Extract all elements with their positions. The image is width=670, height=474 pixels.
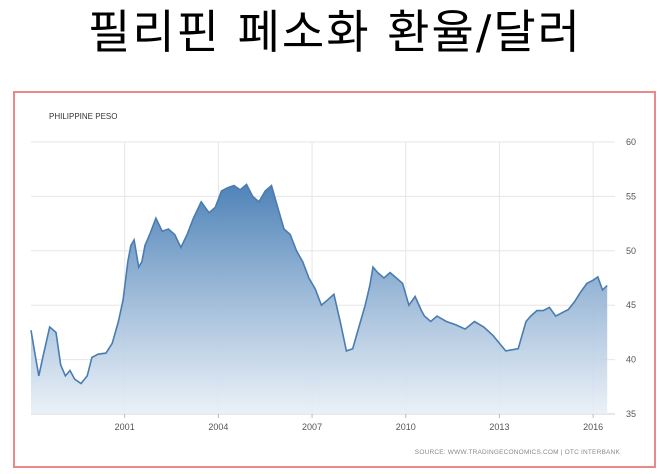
y-tick-label: 50 <box>626 246 636 256</box>
x-tick-label: 2016 <box>583 422 603 432</box>
x-tick-label: 2007 <box>302 422 322 432</box>
y-tick-label: 60 <box>626 137 636 147</box>
y-tick-label: 40 <box>626 355 636 365</box>
x-tick-label: 2001 <box>115 422 135 432</box>
chart-title: PHILIPPINE PESO <box>49 112 117 121</box>
chart-frame: 35 40 45 50 55 60 2001 2004 2007 2010 2013 2016 PHI… <box>13 91 656 468</box>
x-tick-label: 2010 <box>396 422 416 432</box>
line-series <box>30 183 608 385</box>
y-tick-label: 55 <box>626 191 636 201</box>
x-tick-label: 2013 <box>489 422 509 432</box>
tick-layer: 35 40 45 50 55 60 2001 2004 2007 2010 2013 2016 <box>115 137 636 432</box>
y-tick-label: 35 <box>626 409 636 419</box>
page-title: 필리핀 페소화 환율/달러 <box>88 5 582 59</box>
chart-source: SOURCE: WWW.TRADINGECONOMICS.COM | OTC I… <box>415 449 621 456</box>
chart-svg: 35 40 45 50 55 60 2001 2004 2007 2010 2013 2016 PHI… <box>30 112 636 456</box>
x-tick-label: 2004 <box>208 422 228 432</box>
y-tick-label: 45 <box>626 300 636 310</box>
